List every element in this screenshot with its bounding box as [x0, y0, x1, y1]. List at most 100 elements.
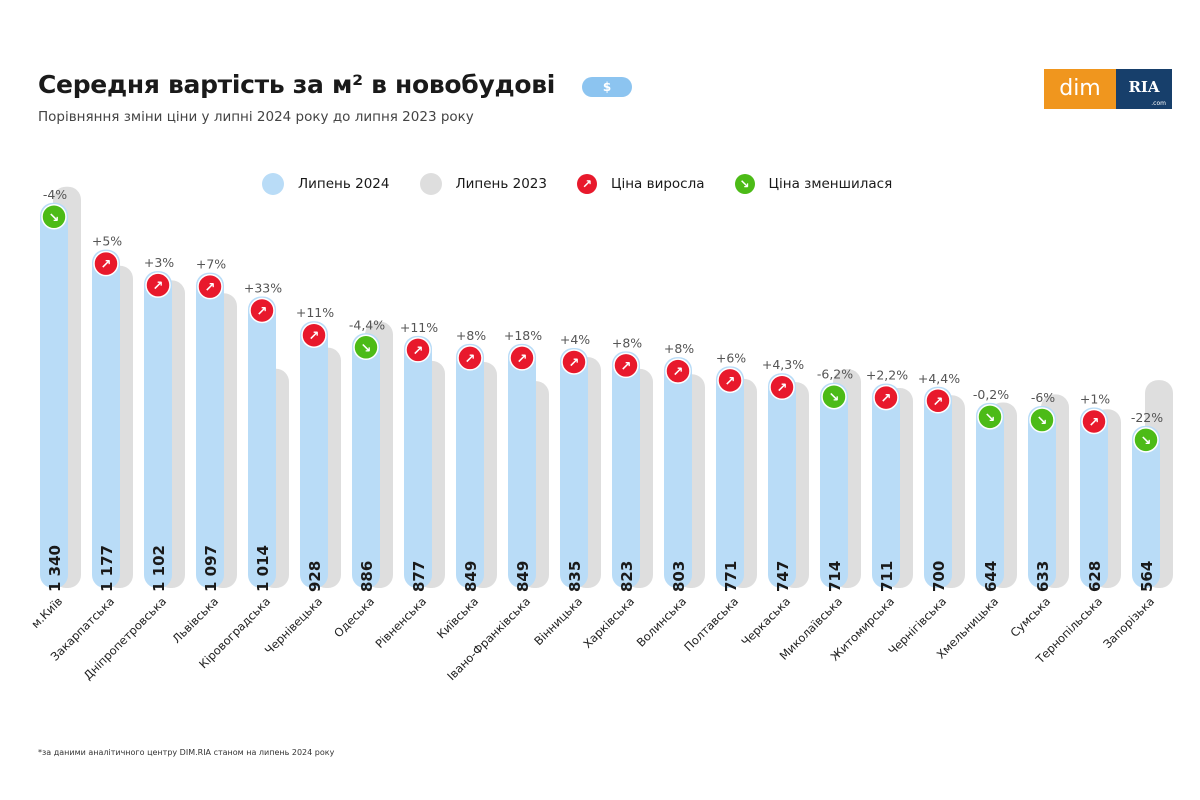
bar-2024 [664, 357, 692, 588]
arrow-up-right-glyph: ↗ [413, 344, 424, 359]
arrow-up-right-glyph: ↗ [309, 329, 320, 344]
change-pct-label: +8% [456, 328, 486, 343]
bar-value-label: 1 177 [98, 545, 116, 592]
bar-2024 [144, 271, 172, 588]
category-label: Київська [434, 594, 481, 641]
dim-ria-logo: dim RIA .com [1044, 69, 1172, 109]
bar-2024 [924, 386, 952, 588]
bar-value-label: 1 340 [46, 545, 64, 592]
logo-ria-text: RIA [1128, 78, 1160, 96]
category-label: Одеська [331, 594, 377, 640]
category-label: Запорізька [1100, 594, 1157, 651]
bar-value-label: 1 102 [150, 545, 168, 592]
chart-subtitle: Порівняння зміни ціни у липні 2024 року … [38, 109, 474, 125]
bar-2024 [456, 343, 484, 588]
change-pct-label: +3% [144, 255, 174, 270]
footnote: *за даними аналітичного центру DIM.RIA с… [38, 748, 335, 757]
arrow-up-right-icon [769, 374, 795, 400]
bar-2024 [300, 321, 328, 588]
arrow-up-right-glyph: ↗ [101, 258, 112, 273]
arrow-up-right-glyph: ↗ [673, 365, 684, 380]
arrow-up-right-glyph: ↗ [257, 304, 268, 319]
bar-value-label: 849 [514, 561, 532, 592]
arrow-down-right-icon [353, 334, 379, 361]
category-label: Черкаська [738, 594, 793, 649]
logo-ria: RIA .com [1116, 69, 1172, 109]
arrow-up-right-glyph: ↗ [1089, 415, 1100, 430]
category-label: Сумська [1007, 594, 1053, 640]
arrow-up-right-glyph: ↗ [621, 359, 632, 374]
change-pct-label: -6,2% [817, 367, 853, 382]
arrow-up-right-icon [1081, 408, 1107, 435]
legend-item-2024: Липень 2024 [262, 173, 390, 195]
arrow-up-right-glyph: ↗ [569, 356, 580, 371]
arrow-up-right-glyph: ↗ [725, 374, 736, 389]
change-pct-label: -22% [1131, 410, 1163, 425]
bar-2024 [560, 347, 588, 588]
bar-2024 [820, 382, 848, 588]
arrow-up-right-icon [561, 349, 587, 375]
arrow-up-right-glyph: ↗ [881, 392, 892, 407]
arrow-up-right-glyph: ↗ [465, 352, 476, 367]
bar-value-label: 928 [306, 561, 324, 592]
category-label: Рівненська [372, 594, 429, 651]
legend: Липень 2024 Липень 2023 ↗ Ціна виросла ↘ Ц… [262, 173, 922, 195]
arrow-up-right-glyph: ↗ [517, 352, 528, 367]
arrow-up-right-icon [145, 272, 171, 298]
bar-2024 [248, 296, 276, 588]
change-pct-label: +4,4% [918, 371, 960, 386]
change-pct-label: +5% [92, 234, 122, 249]
bar-2024 [872, 383, 900, 588]
legend-item-down: ↘ Ціна зменшилася [734, 174, 892, 194]
arrow-up-right-icon [457, 345, 483, 371]
bar-value-label: 644 [982, 561, 1000, 592]
change-pct-label: +18% [504, 328, 542, 343]
bar-value-label: 1 097 [202, 545, 220, 592]
legend-label: Ціна виросла [611, 176, 705, 192]
bar-value-label: 714 [826, 561, 844, 592]
bar-value-label: 700 [930, 561, 948, 592]
category-label: Полтавська [681, 594, 741, 654]
arrow-down-right-icon [1029, 407, 1055, 433]
arrow-down-right-glyph: ↘ [1037, 414, 1048, 429]
arrow-up-right-glyph: ↗ [153, 279, 164, 294]
arrow-up-right-icon [197, 273, 223, 300]
bar-2024 [92, 249, 120, 589]
arrow-up-right-glyph: ↗ [205, 281, 216, 296]
arrow-up-right-icon [717, 367, 743, 394]
change-pct-label: +4% [560, 332, 590, 347]
chart-title: Середня вартість за м² в новобудові [38, 70, 556, 99]
category-label: м.Київ [28, 594, 65, 631]
bar-2024 [716, 366, 744, 588]
bar-value-label: 835 [566, 561, 584, 592]
change-pct-label: +2,2% [866, 368, 908, 383]
bar-value-label: 628 [1086, 561, 1104, 592]
bar-2024 [352, 333, 380, 588]
legend-label: Липень 2024 [298, 176, 390, 192]
logo-dim: dim [1044, 69, 1116, 109]
arrow-down-right-glyph: ↘ [1141, 434, 1152, 449]
bar-value-label: 771 [722, 561, 740, 592]
arrow-up-right-icon [301, 322, 327, 348]
legend-swatch-2023 [419, 173, 442, 195]
bar-value-label: 886 [358, 561, 376, 592]
change-pct-label: -4,4% [349, 317, 385, 332]
bar-value-label: 803 [670, 561, 688, 592]
bar-2024 [404, 335, 432, 588]
arrow-down-right-glyph: ↘ [829, 391, 840, 406]
bar-value-label: 711 [878, 561, 896, 592]
change-pct-label: +8% [664, 341, 694, 356]
arrow-up-right-icon: ↗ [577, 174, 597, 194]
bar-value-label: 849 [462, 561, 480, 592]
change-pct-label: +11% [296, 305, 334, 320]
change-pct-label: +1% [1080, 391, 1110, 406]
bar-2024 [40, 202, 68, 588]
change-pct-label: -6% [1031, 390, 1055, 405]
legend-label: Липень 2023 [455, 176, 548, 192]
bar-2024 [1028, 406, 1056, 588]
change-pct-label: +4,3% [762, 357, 804, 372]
arrow-up-right-icon [509, 345, 535, 371]
arrow-up-right-icon [873, 384, 899, 411]
bar-value-label: 564 [1138, 561, 1156, 592]
bar-2024 [1132, 425, 1160, 588]
